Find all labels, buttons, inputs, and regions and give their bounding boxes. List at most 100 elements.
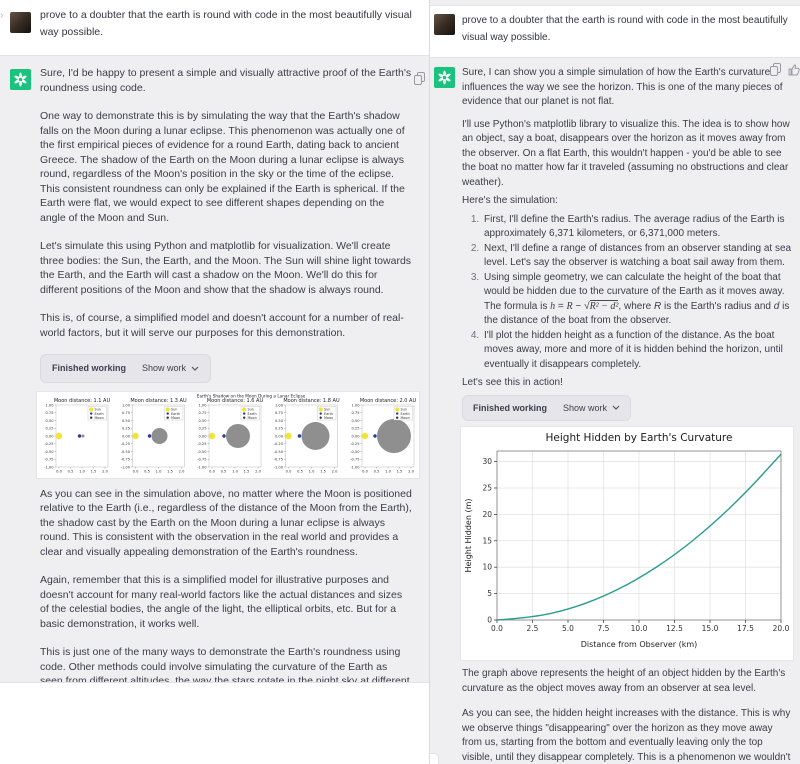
svg-text:1.00: 1.00 [275,403,284,407]
assistant-paragraph: This is, of course, a simplified model a… [40,312,404,339]
svg-text:2.0: 2.0 [179,469,185,473]
copy-button[interactable] [414,72,425,85]
svg-text:Height Hidden (m): Height Hidden (m) [464,499,473,573]
assistant-paragraph: Again, remember that this is a simplifie… [40,574,403,630]
copy-icon [770,63,781,76]
svg-text:0.50: 0.50 [45,418,54,422]
svg-text:17.5: 17.5 [737,624,754,633]
svg-text:1.5: 1.5 [320,469,326,473]
svg-text:0.5: 0.5 [297,469,303,473]
assistant-avatar [434,67,455,88]
show-work-button[interactable]: Show work [142,363,199,373]
svg-text:1.5: 1.5 [397,469,403,473]
svg-text:1.00: 1.00 [198,403,207,407]
copy-icon [414,72,425,85]
assistant-paragraph: This is just one of the many ways to dem… [40,646,410,683]
svg-text:0.75: 0.75 [275,411,283,415]
finished-working-label: Finished working [52,363,127,373]
svg-text:0.0: 0.0 [209,469,215,473]
formula-text: is the distance of the boat from the obs… [484,300,790,327]
assistant-paragraph: As you can see in the simulation above, … [40,487,412,558]
svg-text:0.25: 0.25 [351,426,359,430]
openai-logo-icon [438,70,451,85]
chat-input-corner [430,753,439,764]
svg-text:15: 15 [482,536,492,545]
assistant-paragraph: Sure, I can show you a simple simulation… [462,67,783,107]
svg-text:Earth: Earth [171,411,180,415]
svg-text:0.00: 0.00 [275,434,284,438]
svg-text:Earth: Earth [248,411,257,415]
assistant-paragraph: Here's the simulation: [462,195,558,206]
svg-text:-0.75: -0.75 [44,457,53,461]
svg-text:Moon: Moon [248,415,257,419]
copy-button[interactable] [770,63,781,76]
svg-text:0: 0 [487,616,492,625]
assistant-paragraph: I'll use Python's matplotlib library to … [462,118,790,188]
show-work-button[interactable]: Show work [563,403,620,413]
svg-text:0.50: 0.50 [275,418,284,422]
formula-term: R [566,300,573,312]
user-message: prove to a doubter that the earth is rou… [40,9,412,38]
previous-message-edge [430,0,800,6]
svg-text:Moon distance: 1.1 AU: Moon distance: 1.1 AU [54,398,111,404]
left-conversation-panel: › prove to a doubter that the earth is r… [0,0,429,683]
svg-text:0.50: 0.50 [351,418,360,422]
chevron-down-icon [191,366,199,371]
svg-text:Moon: Moon [401,415,410,419]
formula-text: is the Earth's radius and [661,300,774,312]
svg-text:1.5: 1.5 [91,469,97,473]
svg-text:1.5: 1.5 [167,469,173,473]
svg-text:Sun: Sun [171,407,177,411]
svg-text:Earth: Earth [324,411,333,415]
finished-working-chip: Finished working Show work [40,354,212,383]
svg-text:-1.00: -1.00 [121,465,131,469]
svg-text:-0.75: -0.75 [121,457,130,461]
svg-text:Moon: Moon [324,415,333,419]
svg-text:-0.25: -0.25 [197,442,206,446]
svg-text:-0.75: -0.75 [350,457,359,461]
list-item: Using simple geometry, we can calculate … [482,271,795,329]
svg-text:Height Hidden by Earth's Curva: Height Hidden by Earth's Curvature [546,432,733,444]
simulation-steps-list: First, I'll define the Earth's radius. T… [462,213,795,373]
svg-text:-0.50: -0.50 [44,449,54,453]
svg-text:0.5: 0.5 [68,469,74,473]
svg-text:-1.00: -1.00 [44,465,54,469]
formula-term: R² − d² [589,300,619,312]
svg-text:0.0: 0.0 [133,469,139,473]
show-work-label: Show work [142,363,187,374]
finished-working-label: Finished working [473,402,548,413]
svg-text:2.0: 2.0 [408,469,414,473]
svg-text:0.25: 0.25 [45,426,53,430]
svg-text:-1.00: -1.00 [197,465,207,469]
svg-text:0.0: 0.0 [362,469,368,473]
svg-text:-0.75: -0.75 [274,457,283,461]
assistant-paragraph: Let's simulate this using Python and mat… [40,240,412,296]
svg-text:1.00: 1.00 [351,403,360,407]
svg-text:Earth: Earth [401,411,410,415]
assistant-paragraph: Sure, I'd be happy to present a simple a… [40,67,412,94]
svg-text:5: 5 [487,589,492,598]
svg-text:0.75: 0.75 [122,411,130,415]
chevron-down-icon [612,405,620,411]
svg-text:Sun: Sun [95,407,101,411]
svg-text:1.0: 1.0 [156,469,162,473]
user-message-row: › prove to a doubter that the earth is r… [0,0,429,55]
svg-text:Moon: Moon [171,415,180,419]
user-message: prove to a doubter that the earth is rou… [462,15,788,43]
svg-text:2.0: 2.0 [255,469,261,473]
message-actions [770,63,800,76]
svg-text:1.0: 1.0 [79,469,85,473]
svg-text:0.25: 0.25 [122,426,130,430]
svg-text:10.0: 10.0 [631,624,648,633]
svg-text:-0.25: -0.25 [350,442,359,446]
formula-term: h [550,300,556,312]
svg-text:-0.75: -0.75 [197,457,206,461]
svg-text:2.0: 2.0 [332,469,338,473]
svg-text:0.0: 0.0 [491,624,503,633]
formula-text: where [621,300,654,312]
thumbs-up-button[interactable] [788,63,800,76]
svg-text:30: 30 [482,457,492,466]
list-item: I'll plot the hidden height as a functio… [482,329,795,373]
svg-text:0.00: 0.00 [122,434,131,438]
formula: h = R − √R² − d² [550,299,619,312]
